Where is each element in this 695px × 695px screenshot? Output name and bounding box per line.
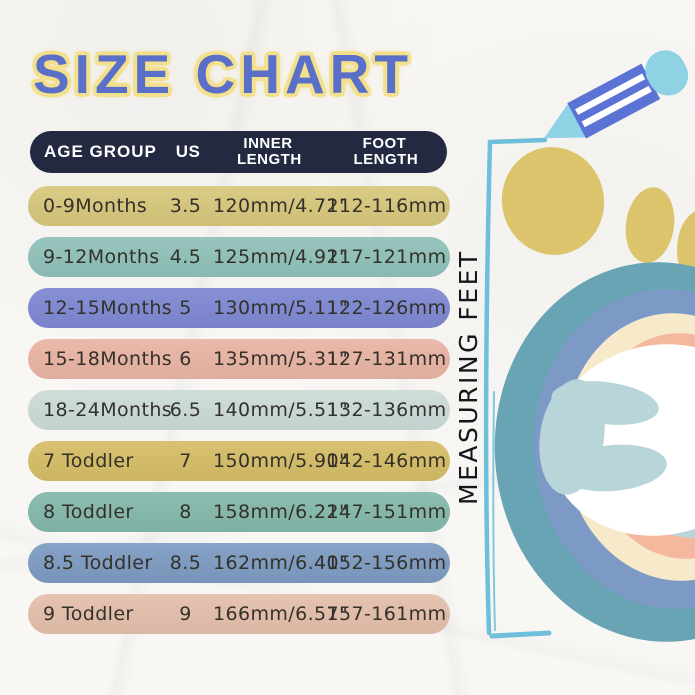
foot-length-cell: 127-131mm (326, 348, 447, 370)
us-size-cell: 8.5 (169, 552, 202, 574)
table-row: 8 Toddler 8 158mm/6.22" 147-151mm (28, 492, 450, 532)
table-row: 0-9Months 3.5 120mm/4.72" 112-116mm (28, 186, 450, 226)
table-row: 8.5 Toddler 8.5 162mm/6.40" 152-156mm (28, 543, 450, 583)
header-inner-length: INNER LENGTH (237, 135, 302, 168)
age-group-cell: 0-9Months (43, 195, 148, 217)
us-size-cell: 8 (179, 501, 192, 523)
foot-length-cell: 152-156mm (326, 552, 447, 574)
us-size-cell: 6.5 (169, 399, 202, 421)
measuring-bracket (483, 137, 552, 639)
foot-length-cell: 117-121mm (326, 246, 447, 268)
size-chart-table: AGE GROUP US INNER LENGTH FOOT LENGTH 0-… (28, 131, 450, 645)
header-foot-length: FOOT LENGTH (353, 135, 419, 168)
us-size-cell: 9 (179, 603, 192, 625)
age-group-cell: 9-12Months (43, 246, 160, 268)
us-size-cell: 6 (179, 348, 192, 370)
inner-length-cell: 158mm/6.22" (213, 501, 349, 523)
header-age-group: AGE GROUP (44, 142, 157, 162)
us-size-cell: 3.5 (169, 195, 202, 217)
page-title: SIZE CHART (33, 43, 413, 105)
table-row: 15-18Months 6 135mm/5.31" 127-131mm (28, 339, 450, 379)
foot-length-cell: 132-136mm (326, 399, 447, 421)
age-group-cell: 9 Toddler (43, 603, 134, 625)
table-row: 7 Toddler 7 150mm/5.90" 142-146mm (28, 441, 450, 481)
age-group-cell: 18-24Months (43, 399, 173, 421)
foot-length-cell: 122-126mm (326, 297, 447, 319)
foot-length-cell: 157-161mm (326, 603, 447, 625)
foot-length-cell: 147-151mm (326, 501, 447, 523)
us-size-cell: 7 (179, 450, 192, 472)
table-row: 18-24Months 6.5 140mm/5.51" 132-136mm (28, 390, 450, 430)
inner-length-cell: 162mm/6.40" (213, 552, 349, 574)
age-group-cell: 8 Toddler (43, 501, 134, 523)
table-body: 0-9Months 3.5 120mm/4.72" 112-116mm 9-12… (28, 186, 450, 634)
inner-length-cell: 150mm/5.90" (213, 450, 349, 472)
age-group-cell: 12-15Months (43, 297, 173, 319)
baby-footprint-illustration: MEASURING FEET (454, 50, 695, 642)
age-group-cell: 15-18Months (43, 348, 173, 370)
inner-length-cell: 140mm/5.51" (213, 399, 349, 421)
foot-squiggle (539, 379, 667, 495)
foot-length-cell: 142-146mm (326, 450, 447, 472)
inner-length-cell: 120mm/4.72" (213, 195, 349, 217)
us-size-cell: 5 (179, 297, 192, 319)
table-header-row: AGE GROUP US INNER LENGTH FOOT LENGTH (30, 131, 447, 173)
inner-length-cell: 135mm/5.31" (213, 348, 349, 370)
age-group-cell: 7 Toddler (43, 450, 134, 472)
header-us-size: US (175, 142, 201, 162)
measuring-feet-label: MEASURING FEET (454, 249, 483, 505)
table-row: 9-12Months 4.5 125mm/4.92" 117-121mm (28, 237, 450, 277)
age-group-cell: 8.5 Toddler (43, 552, 153, 574)
inner-length-cell: 125mm/4.92" (213, 246, 349, 268)
table-row: 12-15Months 5 130mm/5.11" 122-126mm (28, 288, 450, 328)
inner-length-cell: 130mm/5.11" (213, 297, 349, 319)
foot-sole (494, 262, 695, 642)
us-size-cell: 4.5 (169, 246, 202, 268)
inner-length-cell: 166mm/6.57" (213, 603, 349, 625)
table-row: 9 Toddler 9 166mm/6.57" 157-161mm (28, 594, 450, 634)
foot-length-cell: 112-116mm (326, 195, 447, 217)
pencil-icon (544, 50, 689, 139)
